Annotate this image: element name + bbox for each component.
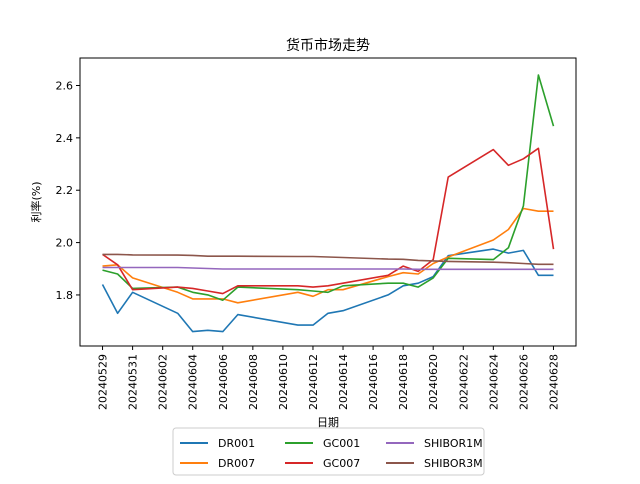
legend-label: GC007 bbox=[323, 457, 360, 470]
legend-label: GC001 bbox=[323, 437, 360, 450]
x-tick-label: 20240624 bbox=[487, 354, 500, 410]
chart-title: 货币市场走势 bbox=[286, 37, 370, 54]
x-tick-label: 20240606 bbox=[217, 354, 230, 410]
x-tick-label: 20240612 bbox=[307, 354, 320, 410]
y-tick-label: 2.2 bbox=[56, 184, 74, 197]
series-line-gc007 bbox=[102, 147, 555, 295]
series-line-shibor1m bbox=[102, 266, 554, 271]
x-tick-label: 20240622 bbox=[457, 354, 470, 410]
series-line-gc001 bbox=[102, 74, 555, 302]
x-tick-label: 20240608 bbox=[247, 354, 260, 410]
x-tick-label: 20240529 bbox=[97, 354, 110, 410]
x-tick-label: 20240618 bbox=[397, 354, 410, 410]
y-tick-label: 2.0 bbox=[56, 237, 74, 250]
x-tick-label: 20240628 bbox=[547, 354, 560, 410]
x-tick-label: 20240620 bbox=[427, 354, 440, 410]
x-tick-label: 20240610 bbox=[277, 354, 290, 410]
legend-label: SHIBOR1M bbox=[424, 437, 483, 450]
plot-area bbox=[101, 74, 555, 333]
legend-label: DR007 bbox=[218, 457, 255, 470]
y-tick-label: 2.4 bbox=[56, 132, 74, 145]
x-tick-label: 20240616 bbox=[367, 354, 380, 410]
x-tick-label: 20240531 bbox=[127, 354, 140, 410]
x-axis: 20240529 20240531 20240602 20240604 20240606… bbox=[97, 346, 560, 410]
x-tick-label: 20240626 bbox=[517, 354, 530, 410]
legend-label: SHIBOR3M bbox=[424, 457, 483, 470]
x-tick-label: 20240614 bbox=[337, 354, 350, 410]
y-axis: 1.8 2.0 2.2 2.4 2.6 bbox=[56, 79, 80, 302]
x-tick-label: 20240602 bbox=[157, 354, 170, 410]
series-line-shibor3m bbox=[102, 253, 554, 266]
series-line-dr001 bbox=[101, 248, 554, 333]
legend: DR001 DR007 GC001 GC007 SHIBOR1M SHIBOR3M bbox=[172, 427, 485, 476]
legend-label: DR001 bbox=[218, 437, 255, 450]
y-tick-label: 2.6 bbox=[56, 79, 74, 92]
x-tick-label: 20240604 bbox=[187, 354, 200, 410]
axes-frame bbox=[79, 57, 577, 347]
y-tick-label: 1.8 bbox=[56, 289, 74, 302]
x-axis-label: 日期 bbox=[317, 416, 339, 429]
y-axis-label: 利率(%) bbox=[29, 181, 43, 222]
